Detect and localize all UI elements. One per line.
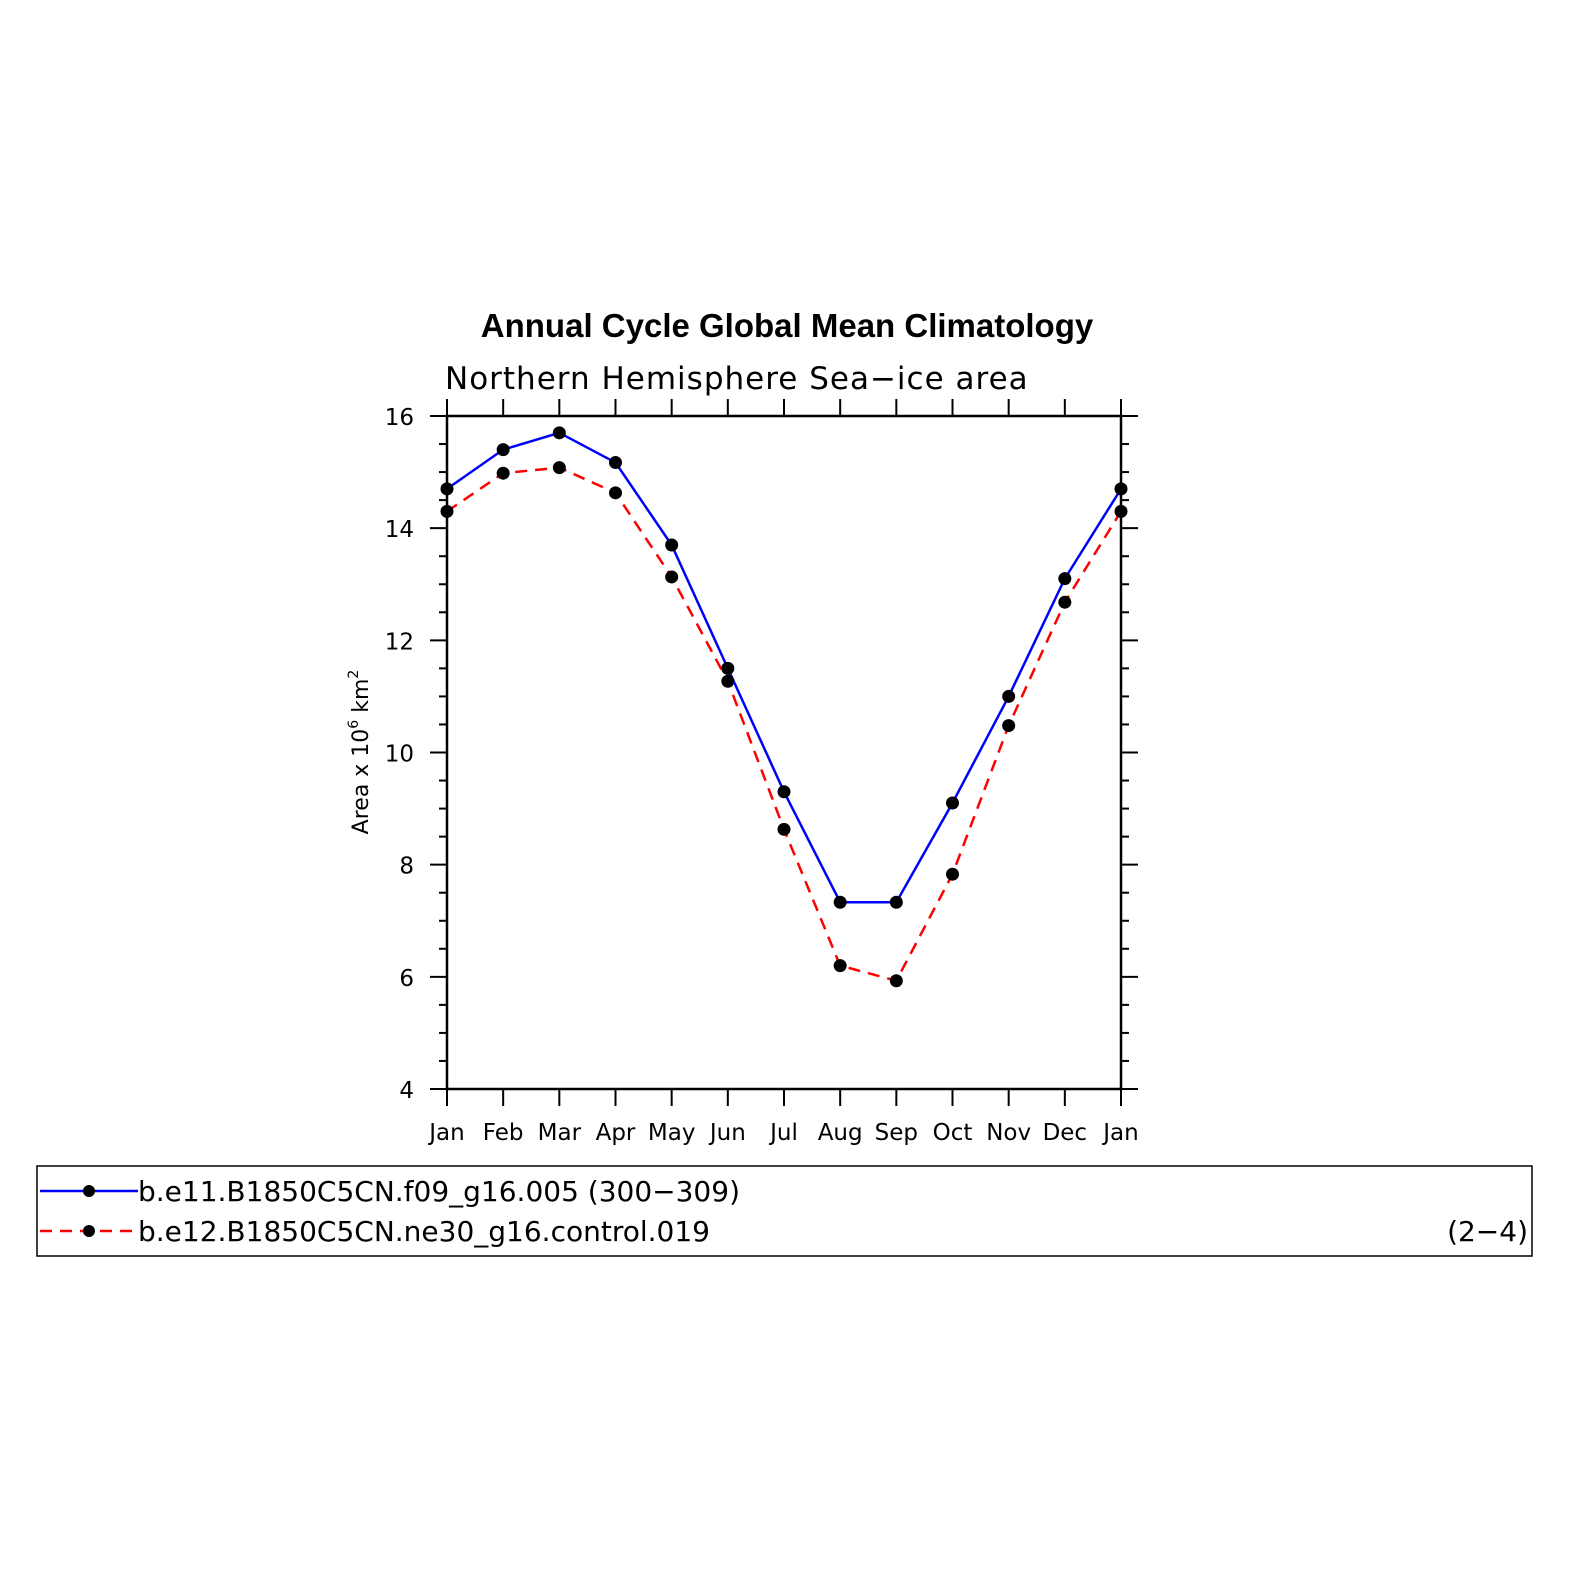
svg-text:Area x 106 km2: Area x 106 km2 (346, 670, 374, 835)
series-1-marker (665, 538, 679, 552)
series-2-marker (946, 867, 959, 881)
chart-title: Annual Cycle Global Mean Climatology (481, 307, 1094, 344)
legend: b.e11.B1850C5CN.f09_g16.005 (300−309) b.… (36, 1165, 1533, 1257)
y-tick-label: 16 (385, 405, 414, 431)
x-tick-label: Sep (875, 1120, 918, 1146)
y-tick-label: 10 (385, 742, 414, 768)
plot-frame (445, 414, 1123, 1091)
series-1-marker (609, 456, 622, 470)
axes: 4 6 8 10 12 14 16 Jan Feb Mar Apr May Jun Jul Aug Sep Oc… (385, 399, 1139, 1146)
x-tick-label: Oct (933, 1120, 973, 1146)
x-tick-label: May (648, 1120, 696, 1146)
chart-subtitle: Northern Hemisphere Sea−ice area (445, 361, 1029, 397)
series-1-marker (721, 661, 735, 675)
x-tick-label: Mar (538, 1120, 582, 1146)
series-1-marker (777, 785, 791, 799)
series-2-marker (777, 822, 791, 836)
legend-range-note: (2−4) (1447, 1215, 1528, 1248)
x-tick-label: Jan (427, 1120, 464, 1146)
y-axis-label: Area x 106 km2 (346, 670, 374, 835)
series-2-marker (889, 974, 903, 988)
series-2-marker (440, 504, 454, 518)
ylabel-exponent-1: 6 (346, 720, 362, 729)
x-tick-label: Jan (1101, 1120, 1138, 1146)
series-layer (440, 426, 1128, 988)
series-2-marker (1002, 719, 1016, 733)
y-tick-label: 12 (385, 629, 414, 655)
series-1-marker (496, 443, 510, 457)
y-tick-label: 4 (399, 1078, 414, 1104)
series-1-marker (1114, 482, 1128, 496)
series-2-marker (609, 486, 622, 500)
series-1-marker (1058, 572, 1072, 586)
y-tick-label: 8 (399, 854, 414, 880)
series-2-marker (496, 466, 510, 480)
ylabel-middle: km (349, 679, 374, 720)
y-tick-label: 6 (399, 966, 414, 992)
x-tick-label: Aug (818, 1120, 863, 1146)
series-line-2 (446, 466, 1123, 983)
legend-box (36, 1165, 1533, 1257)
y-tick-label: 14 (385, 517, 414, 543)
x-tick-label: Nov (986, 1120, 1031, 1146)
series-1-marker (889, 895, 903, 909)
x-tick-label: Dec (1043, 1120, 1088, 1146)
x-tick-label: Feb (483, 1120, 524, 1146)
series-1-marker (440, 482, 454, 496)
x-tick-label: Apr (596, 1120, 636, 1146)
series-2-marker (1058, 595, 1072, 609)
legend-marker-series-1 (83, 1185, 95, 1197)
x-tick-label: Jun (708, 1120, 746, 1146)
series-2-marker (721, 674, 735, 688)
legend-label-series-1: b.e11.B1850C5CN.f09_g16.005 (300−309) (138, 1175, 740, 1208)
series-2-marker (1114, 504, 1128, 518)
series-1-marker (946, 796, 959, 810)
legend-label-series-2: b.e12.B1850C5CN.ne30_g16.control.019 (138, 1215, 710, 1248)
legend-marker-series-2 (83, 1225, 95, 1237)
series-1-marker (1002, 689, 1016, 703)
series-2-marker (665, 570, 679, 584)
series-2-marker (552, 461, 566, 475)
series-2-marker (833, 959, 847, 973)
ylabel-exponent-2: 2 (346, 670, 362, 679)
series-1-marker (552, 426, 566, 440)
series-1-marker (833, 895, 847, 909)
x-tick-label: Jul (768, 1120, 798, 1146)
ylabel-prefix: Area x 10 (349, 729, 374, 835)
